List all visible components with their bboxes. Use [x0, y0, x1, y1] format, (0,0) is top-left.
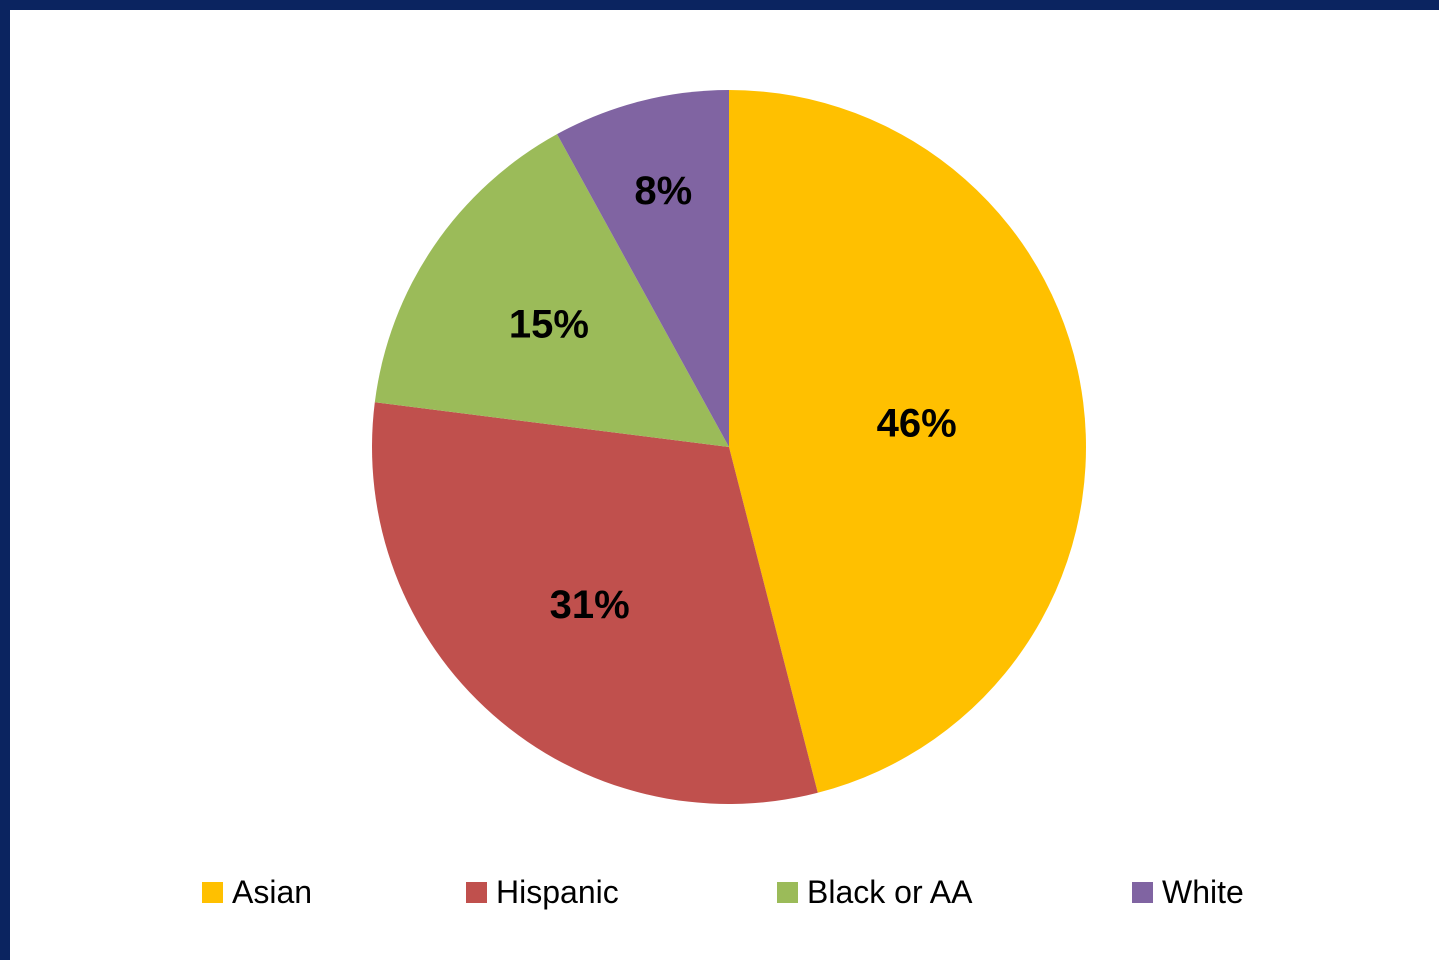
legend-label-asian: Asian [232, 874, 313, 910]
data-label-white: 8% [634, 169, 692, 213]
legend-item-white: White [1132, 874, 1244, 911]
data-label-black-or-aa: 15% [509, 303, 589, 347]
pie-chart: 46% 31% 15% 8% [372, 90, 1086, 804]
legend-label-white: White [1162, 874, 1244, 910]
legend-item-hispanic: Hispanic [466, 874, 619, 911]
data-label-hispanic: 31% [550, 583, 630, 627]
chart-frame: 46% 31% 15% 8% Asian Hispanic Black or AA W… [10, 10, 1439, 960]
pie-slice-black-or-aa [374, 134, 729, 447]
data-label-asian: 46% [877, 401, 957, 445]
pie-slice-hispanic [372, 402, 818, 804]
legend-label-hispanic: Hispanic [496, 874, 619, 910]
legend: Asian Hispanic Black or AA White [10, 874, 1439, 914]
legend-item-black-or-aa: Black or AA [777, 874, 972, 911]
legend-swatch-black-or-aa [777, 882, 798, 903]
pie-slice-asian [729, 90, 1086, 793]
legend-item-asian: Asian [202, 874, 312, 911]
legend-swatch-hispanic [466, 882, 487, 903]
legend-swatch-asian [202, 882, 223, 903]
legend-label-black-or-aa: Black or AA [807, 874, 973, 910]
pie-slice-white [557, 90, 729, 447]
legend-swatch-white [1132, 882, 1153, 903]
